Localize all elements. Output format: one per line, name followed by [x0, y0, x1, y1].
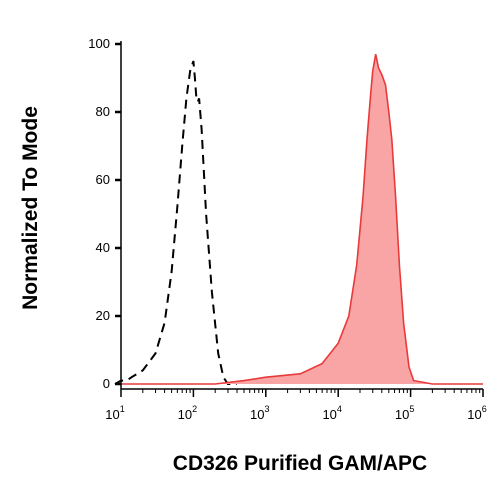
y-tick-label: 100 — [88, 36, 110, 51]
x-tick-label: 106 — [467, 404, 486, 422]
axes: 0 20 40 60 80 100 101 102 103 104 105 106 — [88, 36, 486, 422]
series-line-1 — [121, 54, 483, 385]
series-line-0 — [114, 60, 237, 385]
plot-area — [114, 54, 483, 385]
x-tick-label: 104 — [322, 404, 341, 422]
y-tick-label: 60 — [96, 172, 110, 187]
y-tick-label: 0 — [103, 376, 110, 391]
y-axis-title: Normalized To Mode — [19, 106, 42, 310]
x-tick-label: 101 — [105, 404, 124, 422]
x-tick-label: 102 — [178, 404, 197, 422]
series-fill-1 — [121, 54, 483, 384]
y-tick-label: 80 — [96, 104, 110, 119]
y-tick-label: 40 — [96, 240, 110, 255]
y-tick-label: 20 — [96, 308, 110, 323]
x-axis-title: CD326 Purified GAM/APC — [173, 452, 427, 475]
x-tick-label: 103 — [250, 404, 269, 422]
x-tick-label: 105 — [395, 404, 414, 422]
